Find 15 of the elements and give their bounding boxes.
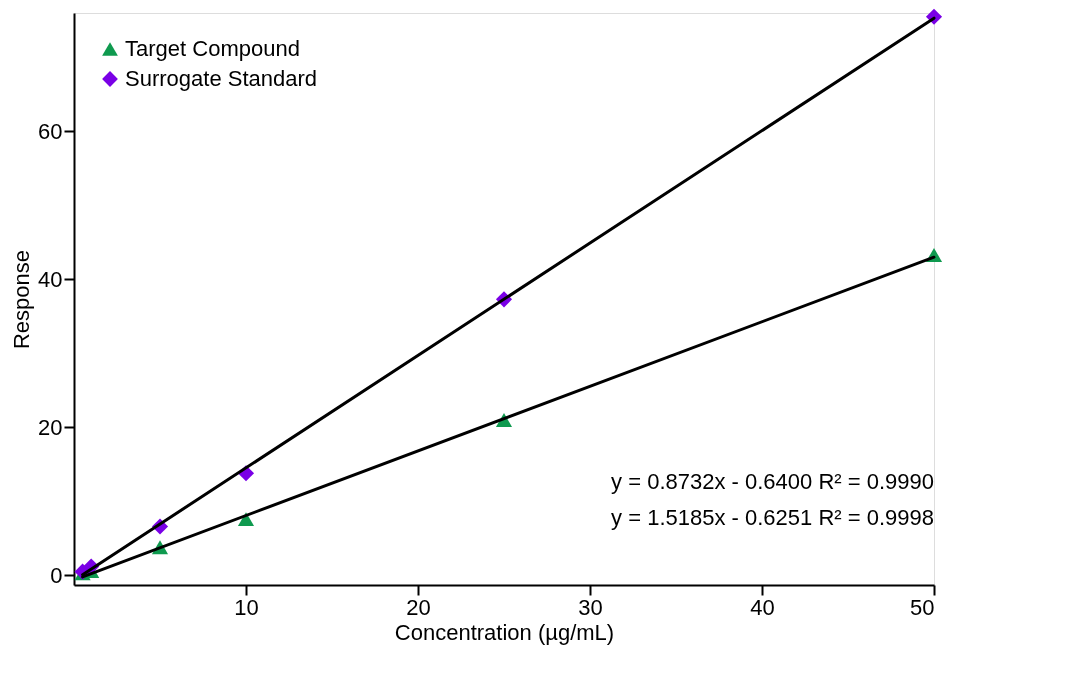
x-axis-title: Concentration (µg/mL) bbox=[394, 619, 615, 645]
annotation: y = 0.8732x - 0.6400 R² = 0.9990 bbox=[611, 469, 934, 494]
x-tick-label: 40 bbox=[750, 594, 775, 620]
annotation: y = 1.5185x - 0.6251 R² = 0.9998 bbox=[611, 505, 934, 530]
x-tick-label: 50 bbox=[910, 594, 935, 620]
legend-label: Target Compound bbox=[125, 36, 300, 61]
y-tick-label: 40 bbox=[38, 266, 63, 292]
y-tick-label: 20 bbox=[38, 414, 63, 440]
y-axis-title: Response bbox=[9, 249, 35, 350]
x-tick-label: 20 bbox=[406, 594, 431, 620]
y-tick-label: 0 bbox=[50, 562, 63, 588]
y-tick-label: 60 bbox=[38, 118, 63, 144]
x-tick-label: 30 bbox=[578, 594, 603, 620]
legend-label: Surrogate Standard bbox=[125, 66, 318, 91]
x-tick-label: 10 bbox=[234, 594, 259, 620]
